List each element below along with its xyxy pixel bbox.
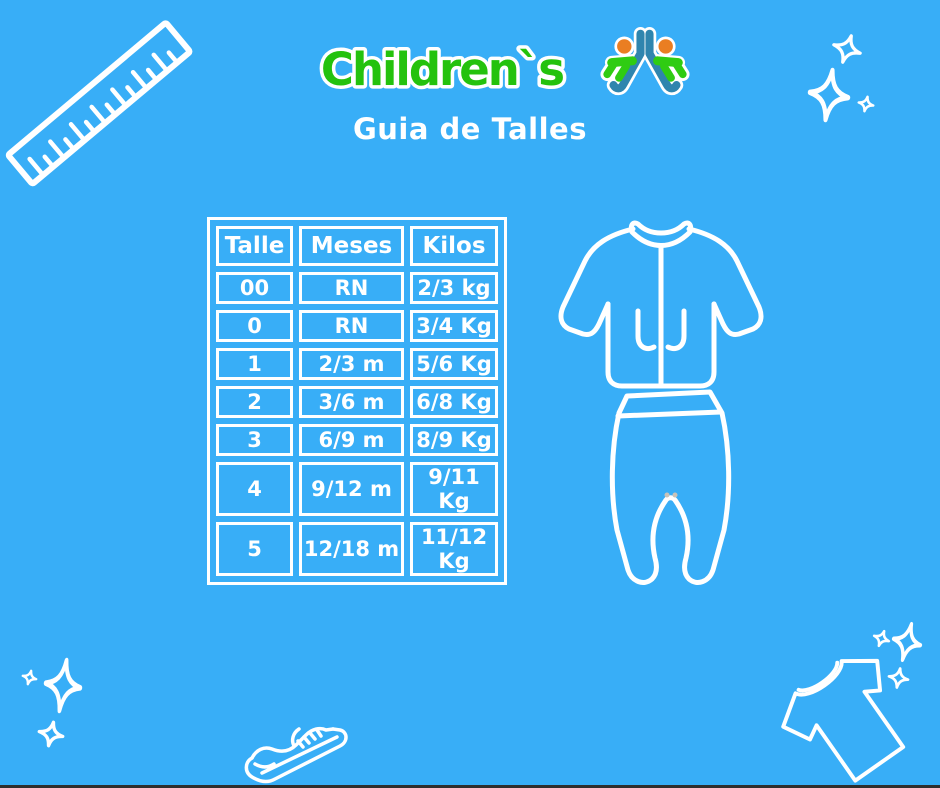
table-cell: 12/18 m bbox=[299, 522, 404, 576]
sparkle-icon bbox=[807, 67, 851, 123]
sparkle-icon bbox=[21, 669, 38, 686]
sparkle-icon bbox=[832, 34, 862, 64]
size-table-body: 00 RN 2/3 kg 0 RN 3/4 Kg 1 2/3 m 5/6 Kg 2 3/6 m 6/8… bbox=[216, 272, 498, 576]
tshirt-group bbox=[778, 621, 940, 788]
table-cell: 2 bbox=[216, 386, 293, 418]
table-cell: 00 bbox=[216, 272, 293, 304]
sparkle-icon bbox=[872, 629, 891, 648]
table-header-row: Talle Meses Kilos bbox=[216, 226, 498, 266]
baby-jacket-illustration bbox=[558, 220, 764, 389]
table-cell: 11/12 Kg bbox=[410, 522, 498, 576]
bottom-edge-line bbox=[0, 785, 940, 788]
size-table: Talle Meses Kilos 00 RN 2/3 kg 0 RN 3/4 Kg 1 2/… bbox=[207, 217, 507, 585]
table-cell: RN bbox=[299, 272, 404, 304]
table-cell: 8/9 Kg bbox=[410, 424, 498, 456]
brand-wordmark: Children`s bbox=[317, 40, 568, 100]
sparkle-icon bbox=[37, 720, 65, 748]
children-figures-icon bbox=[600, 27, 690, 96]
column-header-talle: Talle bbox=[216, 226, 293, 266]
snap-button bbox=[672, 492, 678, 498]
table-cell: 3/4 Kg bbox=[410, 310, 498, 342]
baby-pants-illustration bbox=[609, 389, 732, 585]
sparkles-bottom-left bbox=[14, 652, 94, 757]
table-row: 3 6/9 m 8/9 Kg bbox=[216, 424, 498, 456]
table-cell: 5/6 Kg bbox=[410, 348, 498, 380]
table-cell: 2/3 kg bbox=[410, 272, 498, 304]
brand-name: Children`s bbox=[321, 43, 563, 96]
sparkles-top-right bbox=[800, 28, 930, 128]
table-cell: 3/6 m bbox=[299, 386, 404, 418]
table-row: 5 12/18 m 11/12 Kg bbox=[216, 522, 498, 576]
snap-button bbox=[664, 492, 670, 498]
sparkle-icon bbox=[891, 621, 923, 663]
column-header-kilos: Kilos bbox=[410, 226, 498, 266]
table-cell: 4 bbox=[216, 462, 293, 516]
tshirt-icon bbox=[781, 658, 906, 783]
table-row: 4 9/12 m 9/11 Kg bbox=[216, 462, 498, 516]
table-cell: 2/3 m bbox=[299, 348, 404, 380]
table-row: 1 2/3 m 5/6 Kg bbox=[216, 348, 498, 380]
table-cell: 0 bbox=[216, 310, 293, 342]
table-cell: 3 bbox=[216, 424, 293, 456]
sparkle-icon bbox=[43, 657, 83, 714]
table-cell: 6/9 m bbox=[299, 424, 404, 456]
brand-logo: Children`s bbox=[292, 26, 690, 110]
table-cell: 5 bbox=[216, 522, 293, 576]
sparkle-icon bbox=[857, 95, 875, 113]
table-cell: 9/11 Kg bbox=[410, 462, 498, 516]
table-cell: RN bbox=[299, 310, 404, 342]
table-cell: 9/12 m bbox=[299, 462, 404, 516]
ruler-icon bbox=[0, 18, 200, 188]
page-title: Guia de Talles bbox=[352, 112, 587, 146]
table-cell: 1 bbox=[216, 348, 293, 380]
sneaker-icon bbox=[244, 726, 348, 784]
sparkle-icon bbox=[887, 667, 910, 689]
column-header-meses: Meses bbox=[299, 226, 404, 266]
table-row: 0 RN 3/4 Kg bbox=[216, 310, 498, 342]
table-cell: 6/8 Kg bbox=[410, 386, 498, 418]
table-row: 00 RN 2/3 kg bbox=[216, 272, 498, 304]
table-row: 2 3/6 m 6/8 Kg bbox=[216, 386, 498, 418]
